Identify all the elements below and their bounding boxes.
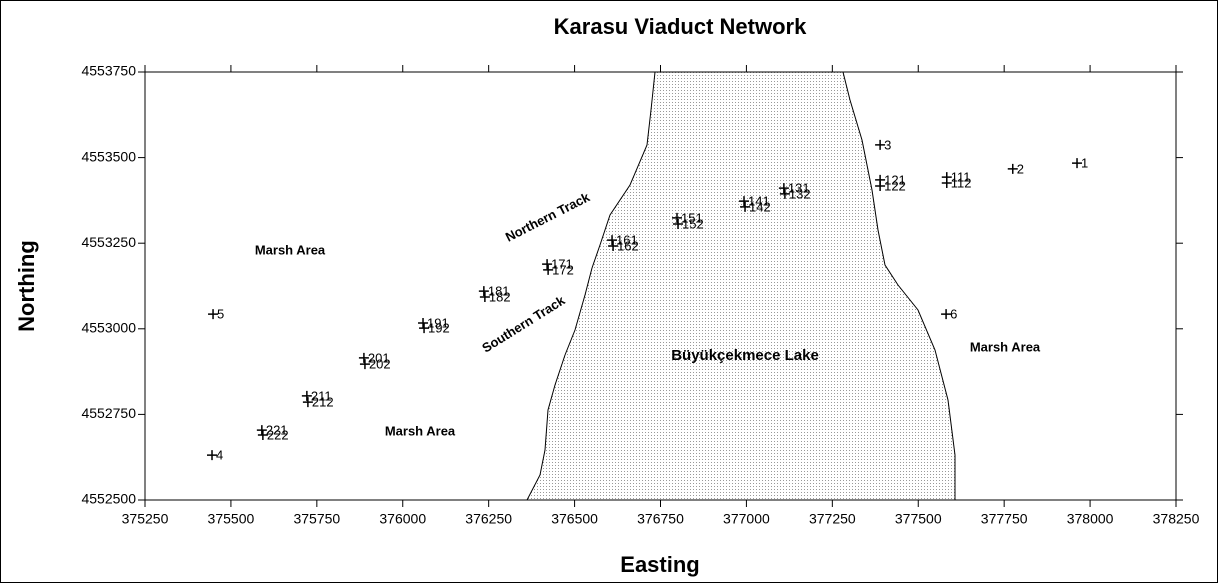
x-axis-label: Easting [620,552,699,577]
point [257,429,268,440]
point [740,201,751,212]
x-tick-label: 377500 [895,511,942,527]
point [256,425,267,436]
point-label: 192 [428,321,450,336]
point-label: 191 [427,315,449,330]
x-tick-label: 376750 [637,511,684,527]
point-label: 212 [312,395,334,410]
x-tick-label: 376250 [465,511,512,527]
x-tick-label: 376500 [551,511,598,527]
point-label: 1 [1081,156,1088,171]
y-tick-label: 4553750 [81,63,136,79]
lake [526,71,956,501]
point [607,235,618,246]
point-label: 171 [551,257,573,272]
point-label: 142 [749,199,771,214]
point-label: 162 [617,238,639,253]
point [739,196,750,207]
point [673,219,684,230]
point [543,264,554,275]
point [542,259,553,270]
x-tick-label: 375250 [122,511,169,527]
point [359,359,370,370]
point-label: 4 [216,448,223,463]
point-label: 112 [951,175,972,190]
point [358,352,369,363]
y-axis-label: Northing [14,240,39,332]
point-label: 152 [682,216,704,231]
x-tick-label: 378250 [1153,511,1200,527]
point [778,183,789,194]
point [302,397,313,408]
point [207,450,218,461]
point-label: 181 [488,284,510,299]
point-label: 6 [950,307,957,322]
point-label: 172 [552,262,574,277]
annotation: Marsh Area [385,423,456,438]
point-label: 121 [884,172,906,187]
point-label: 111 [951,170,971,185]
point [671,212,682,223]
point [478,286,489,297]
annotation: Büyükçekmece Lake [671,347,819,364]
y-tick-label: 4552750 [81,405,136,421]
point [875,139,886,150]
point-label: 211 [311,388,332,403]
point-label: 131 [788,181,810,196]
point-label: 222 [267,427,289,442]
x-tick-label: 375500 [208,511,255,527]
chart-title: Karasu Viaduct Network [554,14,807,39]
point-label: 141 [748,194,770,209]
point-label: 201 [368,350,390,365]
point-label: 221 [266,423,288,438]
point-label: 2 [1017,161,1024,176]
y-tick-label: 4553250 [81,234,136,250]
point-label: 122 [884,178,906,193]
point [1072,158,1083,169]
x-tick-label: 378000 [1067,511,1114,527]
point [208,309,219,320]
x-tick-label: 377750 [981,511,1028,527]
point [941,177,952,188]
y-tick-label: 4553500 [81,148,136,164]
annotation: Marsh Area [255,242,326,257]
point [875,181,886,192]
point-label: 151 [681,210,703,225]
x-tick-label: 375750 [293,511,340,527]
point [419,323,430,334]
point-label: 161 [616,233,638,248]
point-label: 202 [369,357,391,372]
y-tick-label: 4552500 [81,491,136,507]
point [779,188,790,199]
point-label: 182 [489,289,511,304]
point [941,309,952,320]
x-tick-label: 377000 [723,511,770,527]
point [608,240,619,251]
point-label: 132 [789,186,811,201]
x-tick-label: 377250 [809,511,856,527]
point [1007,163,1018,174]
point [301,390,312,401]
y-tick-label: 4553000 [81,320,136,336]
point-label: 3 [884,137,891,152]
point [479,291,490,302]
annotation: Marsh Area [970,339,1041,354]
x-tick-label: 376000 [379,511,426,527]
point-label: 5 [217,307,224,322]
point [418,317,429,328]
